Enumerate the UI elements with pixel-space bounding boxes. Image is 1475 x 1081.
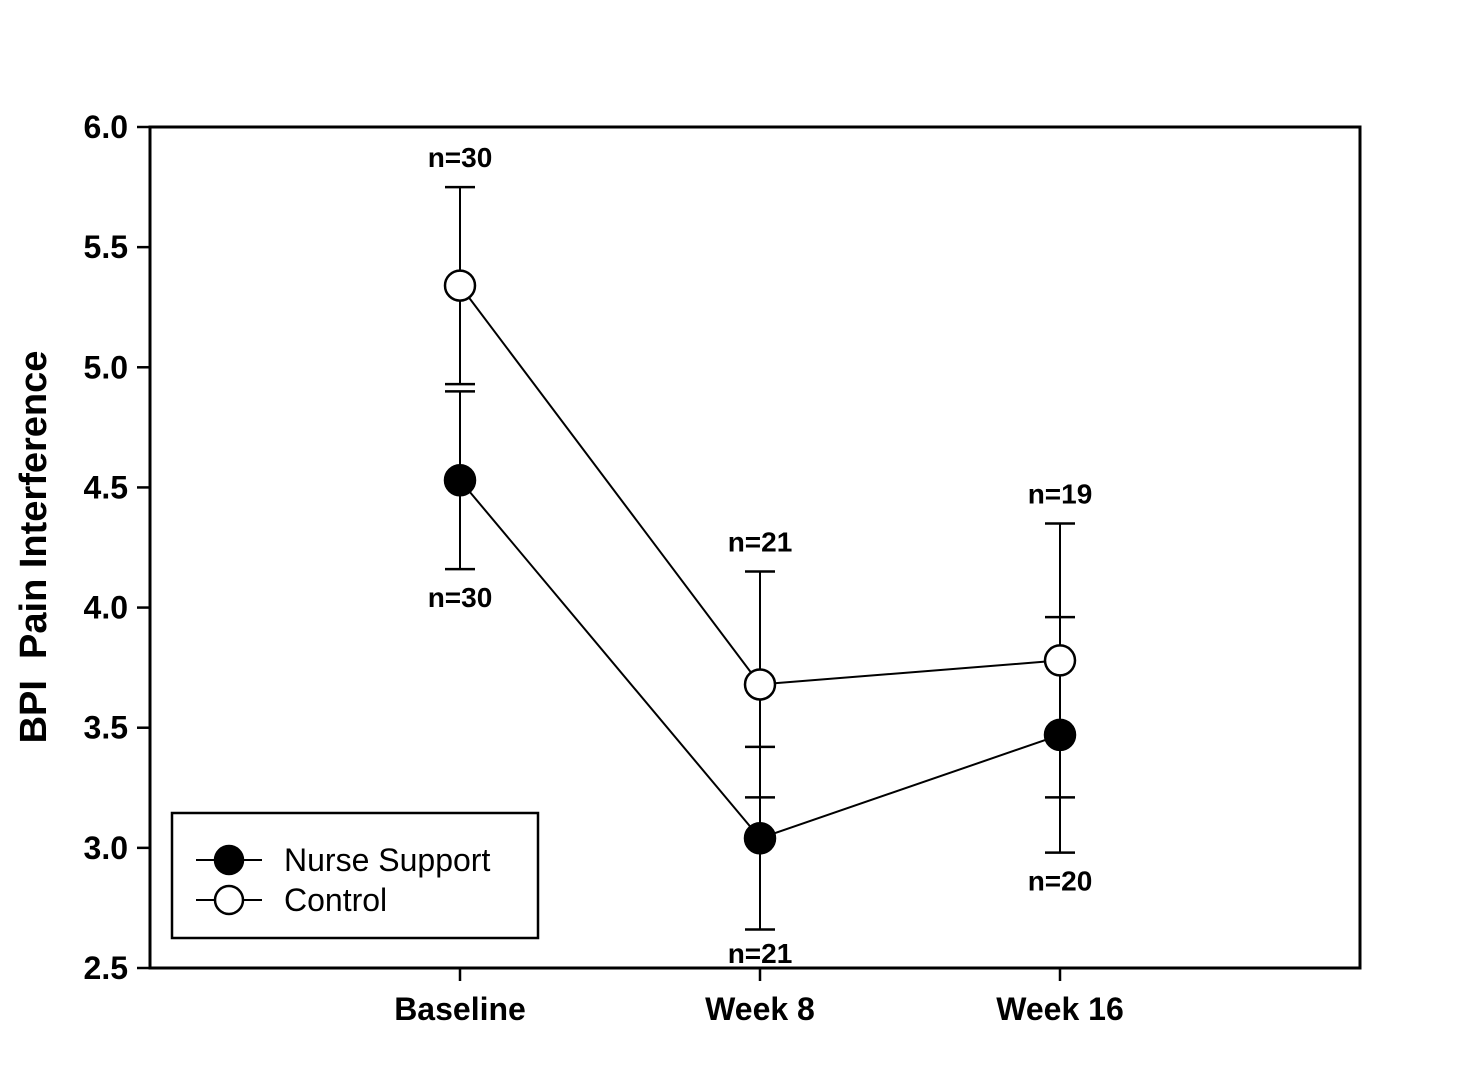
data-point-control: [743, 668, 777, 701]
x-axis-tick-label: Baseline: [394, 991, 526, 1027]
y-axis-tick-label: 4.5: [84, 469, 128, 505]
y-axis-tick-label: 5.0: [84, 349, 128, 385]
chart-layers: 2.5 3.0 3.5 4.0 4.5 5.0 5.5 6.0 Baseline Week 8 We…: [84, 109, 1362, 1027]
sample-size-label: n=30: [428, 142, 493, 173]
data-point-nurse-support: [1043, 718, 1077, 752]
y-axis-tick-label: 6.0: [84, 109, 128, 145]
sample-size-label: n=19: [1028, 478, 1093, 509]
legend-label-nurse-support: Nurse Support: [284, 842, 490, 878]
y-axis-tick-label: 3.5: [84, 710, 128, 746]
sample-size-label: n=21: [728, 938, 793, 969]
y-axis-title: BPI Pain Interference: [13, 351, 55, 744]
data-point-nurse-support: [743, 821, 777, 855]
legend-marker-control: [213, 884, 245, 916]
y-axis-tick-label: 4.0: [84, 590, 128, 626]
x-axis-tick-label: Week 16: [996, 991, 1124, 1027]
data-point-control: [1043, 644, 1077, 677]
data-point-control: [443, 269, 477, 302]
x-axis-tick-label: Week 8: [705, 991, 815, 1027]
data-point-nurse-support: [443, 463, 477, 497]
y-axis-tick-label: 3.0: [84, 830, 128, 866]
y-axis-tick-label: 5.5: [84, 229, 128, 265]
sample-size-label: n=30: [428, 582, 493, 613]
y-axis-tick-label: 2.5: [84, 950, 128, 986]
legend-label-control: Control: [284, 882, 387, 918]
legend-marker-nurse-support: [213, 844, 245, 876]
sample-size-label: n=20: [1028, 866, 1093, 897]
legend-box: [170, 811, 540, 940]
sample-size-label: n=21: [728, 527, 793, 558]
